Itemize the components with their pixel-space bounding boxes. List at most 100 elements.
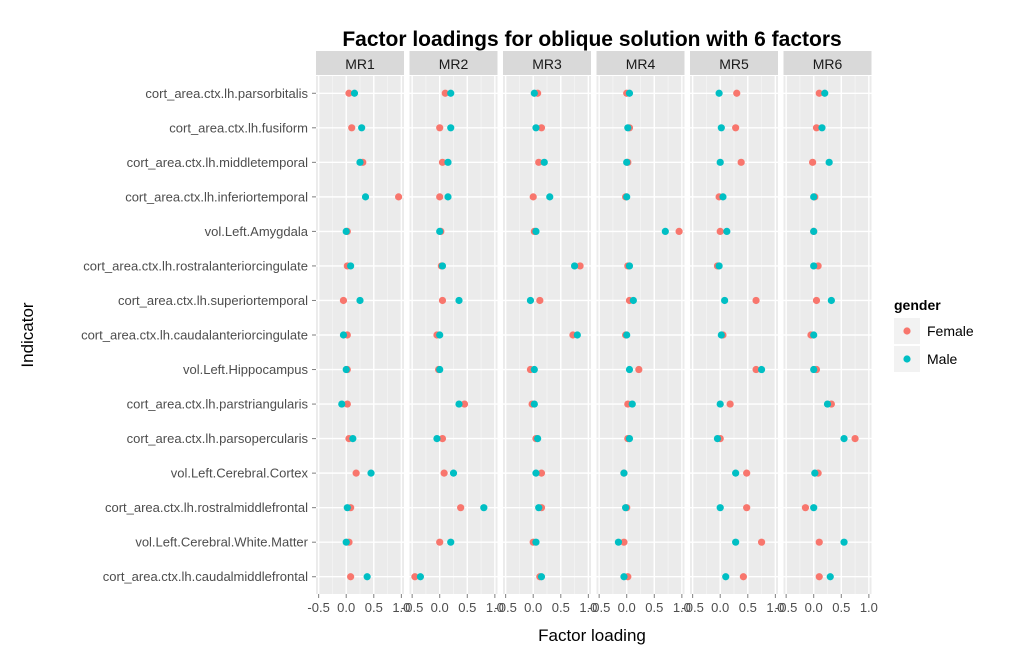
data-point-female (815, 538, 823, 546)
y-tick-label: cort_area.ctx.lh.caudalanteriorcingulate (81, 328, 308, 343)
data-point-female (441, 89, 449, 97)
data-point-male (447, 89, 455, 97)
data-point-male (810, 504, 818, 512)
data-point-male (338, 400, 346, 408)
data-point-male (342, 227, 350, 235)
data-point-male (840, 435, 848, 443)
data-point-female (411, 573, 419, 581)
y-tick-label: cort_area.ctx.lh.parsorbitalis (145, 86, 308, 101)
x-tick-label: 0.5 (552, 600, 570, 615)
x-tick-label: -0.5 (494, 600, 516, 615)
data-point-male (620, 469, 628, 477)
data-point-male (436, 227, 444, 235)
facet-strip (596, 51, 685, 75)
data-point-male (826, 573, 834, 581)
data-point-female (440, 469, 448, 477)
data-point-male (722, 573, 730, 581)
data-point-male (455, 400, 463, 408)
data-point-female (732, 124, 740, 132)
x-tick-label: -0.5 (588, 600, 610, 615)
x-tick-label: 0.0 (337, 600, 355, 615)
data-point-male (436, 331, 444, 339)
data-point-female (347, 573, 355, 581)
facet-label: MR6 (813, 56, 843, 72)
data-point-male (546, 193, 554, 201)
data-point-female (737, 158, 745, 166)
data-point-male (622, 504, 630, 512)
data-point-male (717, 331, 725, 339)
data-point-female (812, 296, 821, 305)
data-point-male (570, 262, 579, 270)
x-tick-label: 0.0 (431, 600, 449, 615)
data-point-female (809, 158, 817, 166)
data-point-male (716, 400, 724, 408)
data-point-male (732, 538, 740, 546)
data-point-male (810, 227, 818, 235)
data-point-female (635, 365, 643, 374)
data-point-male (818, 124, 826, 132)
y-tick-label: cort_area.ctx.lh.fusiform (169, 120, 308, 135)
x-axis-title: Factor loading (538, 626, 646, 645)
data-point-male (356, 158, 364, 166)
data-point-male (433, 435, 441, 443)
data-point-female (815, 573, 823, 581)
x-tick-label: 1.0 (486, 600, 504, 615)
data-point-female (339, 296, 348, 305)
data-point-male (356, 296, 364, 305)
data-point-female (716, 227, 724, 235)
data-point-male (532, 538, 540, 546)
data-point-male (827, 296, 835, 305)
data-point-male (661, 227, 669, 235)
data-point-female (752, 296, 760, 305)
data-point-male (629, 296, 637, 305)
data-point-female (743, 469, 751, 477)
data-point-male (361, 193, 370, 201)
facet-label: MR4 (626, 56, 656, 72)
data-point-female (395, 193, 403, 201)
facet-label: MR2 (439, 56, 469, 72)
data-point-female (352, 469, 360, 477)
data-point-male (721, 296, 729, 305)
data-point-female (726, 400, 734, 408)
data-point-male (713, 435, 722, 443)
data-point-male (339, 331, 348, 339)
x-tick-label: 0.5 (365, 600, 383, 615)
data-point-male (444, 158, 452, 166)
data-point-female (620, 538, 628, 546)
y-tick-label: vol.Left.Amygdala (205, 224, 309, 239)
y-tick-label: cort_area.ctx.lh.middletemporal (127, 155, 308, 170)
data-point-male (810, 193, 818, 201)
data-point-male (715, 262, 723, 270)
data-point-male (455, 296, 463, 305)
data-point-male (719, 193, 727, 201)
data-point-female (812, 124, 821, 132)
x-tick-label: 1.0 (766, 600, 784, 615)
data-point-male (723, 227, 731, 235)
y-tick-label: vol.Left.Hippocampus (183, 362, 309, 377)
data-point-male (342, 365, 350, 374)
x-tick-label: 1.0 (392, 600, 410, 615)
y-tick-label: cort_area.ctx.lh.parstriangularis (127, 397, 309, 412)
data-point-female (438, 158, 447, 166)
legend-title: gender (894, 297, 941, 313)
x-tick-label: -0.5 (307, 600, 329, 615)
data-point-male (480, 504, 488, 512)
legend-marker-male (903, 355, 911, 363)
data-point-male (343, 504, 351, 512)
data-point-male (623, 158, 631, 166)
data-point-female (436, 193, 444, 201)
data-point-male (715, 89, 723, 97)
data-point-female (438, 296, 447, 305)
data-point-female (743, 504, 751, 512)
data-point-male (624, 124, 632, 132)
data-point-male (623, 193, 631, 201)
data-point-female (675, 227, 683, 235)
facet-strip (316, 51, 404, 75)
x-tick-label: -0.5 (775, 600, 797, 615)
data-point-female (457, 504, 465, 512)
data-point-male (532, 469, 540, 477)
y-tick-label: cort_area.ctx.lh.caudalmiddlefrontal (103, 569, 308, 584)
x-tick-label: 0.0 (711, 600, 729, 615)
data-point-male (530, 400, 538, 408)
data-point-male (534, 435, 542, 443)
